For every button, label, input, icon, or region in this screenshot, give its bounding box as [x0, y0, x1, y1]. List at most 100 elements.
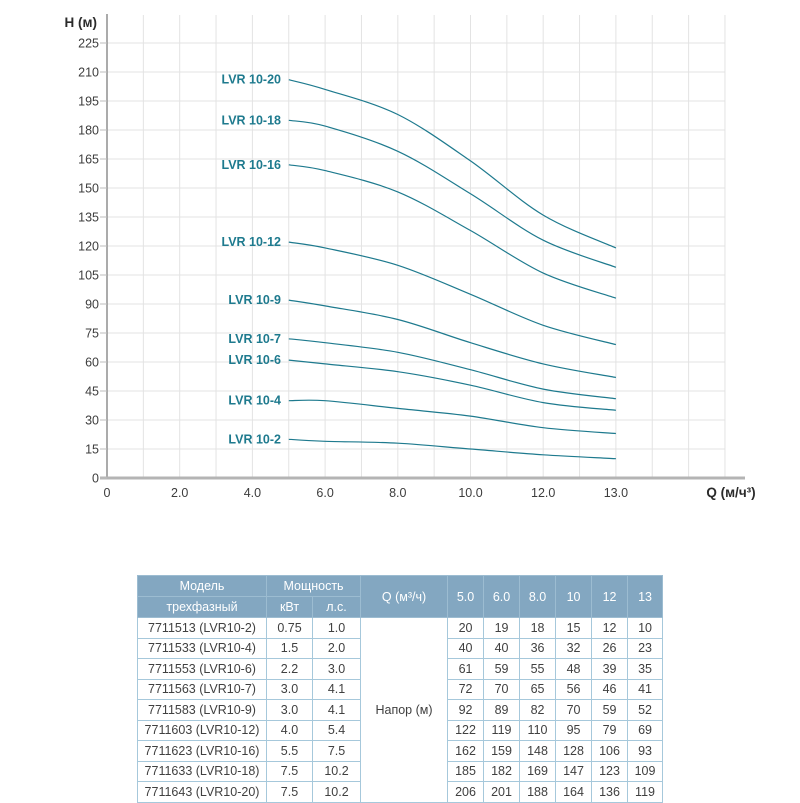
cell-napor: Напор (м)	[360, 617, 449, 803]
cell-head-q13: 52	[627, 699, 664, 721]
curve-label-lvr-10-18: LVR 10-18	[221, 113, 281, 127]
table-header-row-1: Модель Мощность Q (м³/ч) 5.0 6.0 8.0 10 12 13	[137, 575, 664, 618]
pump-curve-lvr-10-6	[288, 359, 616, 411]
curve-label-lvr-10-4: LVR 10-4	[228, 394, 281, 408]
col-header-q: Q (м³/ч)	[360, 575, 449, 618]
cell-head-q6.0: 182	[483, 760, 521, 782]
cell-head-q13: 41	[627, 678, 664, 700]
cell-model: 7711553 (LVR10-6)	[137, 658, 267, 680]
y-tick-label: 210	[78, 66, 99, 80]
cell-head-q6.0: 59	[483, 658, 521, 680]
cell-head-q5.0: 206	[447, 781, 485, 803]
cell-hp: 10.2	[311, 760, 362, 782]
cell-head-q10: 70	[555, 699, 593, 721]
cell-head-q5.0: 92	[447, 699, 485, 721]
y-tick-label: 120	[78, 240, 99, 254]
curve-label-lvr-10-2: LVR 10-2	[228, 432, 281, 446]
y-tick-label: 30	[85, 414, 99, 428]
pump-spec-table-wrap: Модель Мощность Q (м³/ч) 5.0 6.0 8.0 10 12 13…	[137, 575, 664, 803]
cell-head-q10: 32	[555, 637, 593, 659]
cell-head-q12: 79	[591, 719, 629, 741]
cell-head-q10: 15	[555, 617, 593, 639]
table-header-row-2: трехфазный кВт л.с.	[137, 596, 663, 618]
cell-head-q13: 23	[627, 637, 664, 659]
pump-curve-lvr-10-9	[288, 299, 617, 379]
x-tick-label: 13.0	[604, 486, 628, 500]
cell-kw: 3.0	[266, 699, 313, 721]
cell-head-q6.0: 201	[483, 781, 521, 803]
x-tick-label: 10.0	[458, 486, 482, 500]
cell-head-q8.0: 148	[519, 740, 557, 762]
cell-head-q8.0: 110	[519, 719, 557, 741]
table-row: 7711553 (LVR10-6) 2.2 3.0 61 59 55 48 39 35	[137, 658, 664, 680]
pump-curve-lvr-10-4	[288, 399, 616, 435]
table-row: 7711513 (LVR10-2) 0.75 1.0 Напор (м) 20 19 18 1…	[137, 617, 664, 803]
cell-head-q6.0: 40	[483, 637, 521, 659]
col-header-kw: кВт	[266, 596, 313, 618]
cell-model: 7711603 (LVR10-12)	[137, 719, 267, 741]
cell-head-q12: 26	[591, 637, 629, 659]
cell-head-q10: 56	[555, 678, 593, 700]
cell-hp: 5.4	[311, 719, 362, 741]
cell-head-q6.0: 159	[483, 740, 521, 762]
y-tick-label: 0	[92, 472, 99, 486]
col-header-hp: л.с.	[311, 596, 362, 618]
cell-head-q8.0: 169	[519, 760, 557, 782]
col-header-flow-5.0: 5.0	[447, 575, 485, 618]
cell-head-q12: 123	[591, 760, 629, 782]
cell-model: 7711513 (LVR10-2)	[137, 617, 267, 639]
cell-head-q12: 106	[591, 740, 629, 762]
table-row: 7711533 (LVR10-4) 1.5 2.0 40 40 36 32 26 23	[137, 637, 664, 659]
cell-head-q13: 10	[627, 617, 664, 639]
x-tick-label: 0	[104, 486, 111, 500]
pump-curve-lvr-10-2	[288, 438, 616, 460]
cell-head-q5.0: 122	[447, 719, 485, 741]
col-header-model: Модель	[137, 575, 267, 597]
cell-kw: 5.5	[266, 740, 313, 762]
y-tick-label: 180	[78, 124, 99, 138]
curve-label-lvr-10-20: LVR 10-20	[221, 73, 281, 87]
col-header-power: Мощность	[265, 575, 362, 597]
cell-head-q6.0: 70	[483, 678, 521, 700]
cell-head-q12: 12	[591, 617, 629, 639]
cell-model: 7711623 (LVR10-16)	[137, 740, 267, 762]
cell-head-q8.0: 18	[519, 617, 557, 639]
cell-hp: 10.2	[311, 781, 362, 803]
cell-head-q12: 39	[591, 658, 629, 680]
curve-label-lvr-10-12: LVR 10-12	[221, 235, 281, 249]
cell-kw: 2.2	[266, 658, 313, 680]
cell-head-q10: 164	[555, 781, 593, 803]
cell-head-q13: 109	[627, 760, 664, 782]
cell-kw: 1.5	[266, 637, 313, 659]
x-tick-label: 2.0	[171, 486, 188, 500]
cell-head-q13: 69	[627, 719, 664, 741]
cell-hp: 4.1	[311, 678, 362, 700]
cell-head-q10: 147	[555, 760, 593, 782]
cell-head-q8.0: 55	[519, 658, 557, 680]
pump-curve-chart: 0 15 30 45 60 75 90 105 120 135 150 165 180 195 210 225…	[65, 14, 756, 500]
x-axis-title: Q (м/ч³)	[706, 485, 755, 500]
cell-head-q5.0: 72	[447, 678, 485, 700]
cell-head-q6.0: 89	[483, 699, 521, 721]
x-tick-label: 6.0	[316, 486, 333, 500]
cell-head-q8.0: 65	[519, 678, 557, 700]
curve-label-lvr-10-7: LVR 10-7	[228, 332, 281, 346]
table-row: 7711633 (LVR10-18) 7.5 10.2 185 182 169 147 123…	[137, 760, 664, 782]
cell-hp: 1.0	[311, 617, 362, 639]
y-tick-label: 150	[78, 182, 99, 196]
cell-head-q10: 128	[555, 740, 593, 762]
cell-model: 7711563 (LVR10-7)	[137, 678, 267, 700]
cell-head-q13: 119	[627, 781, 664, 803]
y-tick-label: 105	[78, 269, 99, 283]
y-tick-label: 195	[78, 95, 99, 109]
cell-head-q13: 35	[627, 658, 664, 680]
cell-head-q8.0: 36	[519, 637, 557, 659]
x-tick-label: 12.0	[531, 486, 555, 500]
pump-curve-lvr-10-7	[288, 338, 616, 400]
pump-curve-lvr-10-20	[288, 79, 617, 249]
cell-head-q10: 48	[555, 658, 593, 680]
col-header-flow-8.0: 8.0	[519, 575, 557, 618]
cell-model: 7711643 (LVR10-20)	[137, 781, 267, 803]
curve-label-lvr-10-9: LVR 10-9	[228, 293, 281, 307]
